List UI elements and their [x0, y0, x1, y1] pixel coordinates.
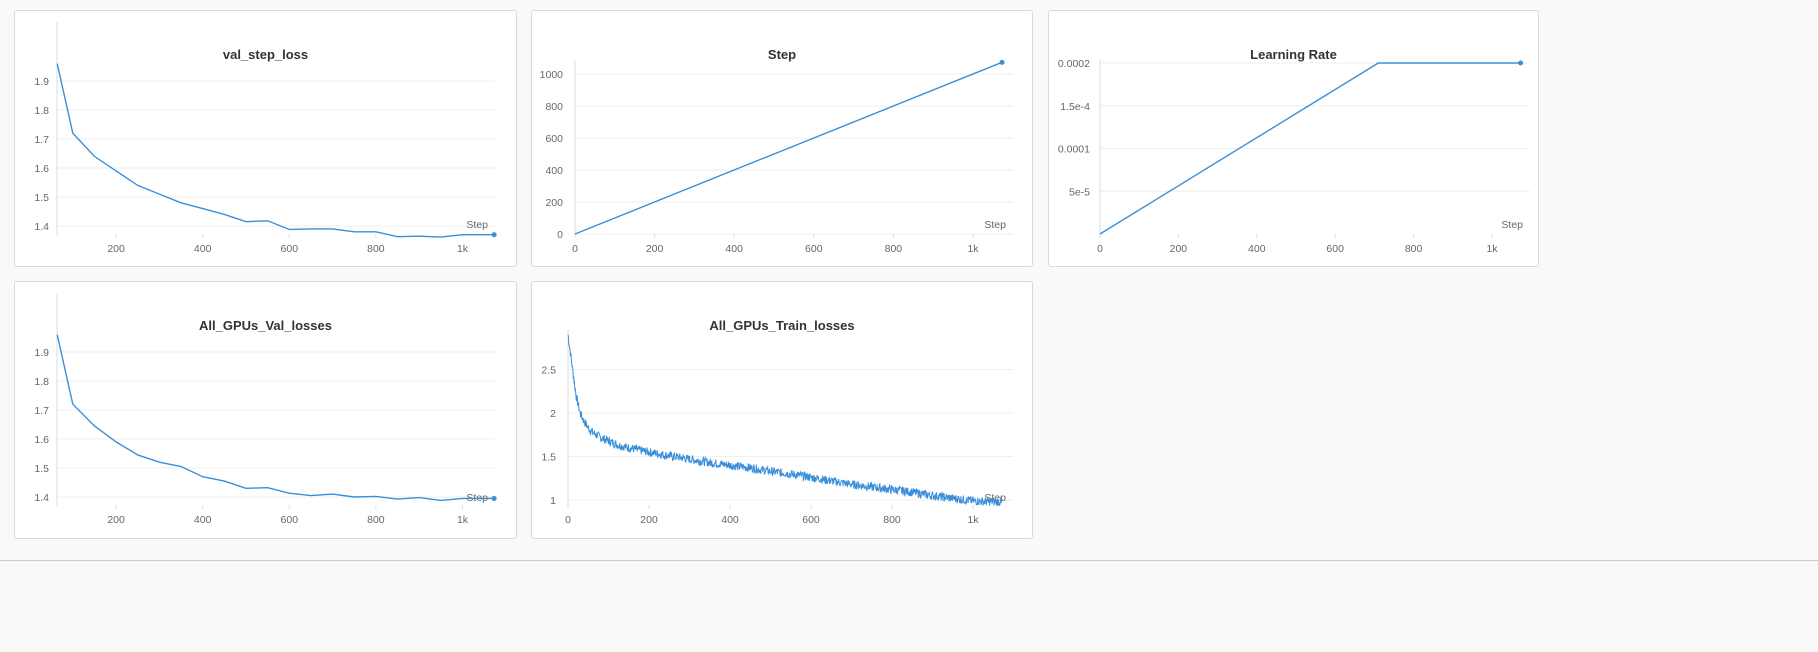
y-tick-label: 1 — [550, 495, 556, 507]
y-tick-label: 5e-5 — [1069, 186, 1090, 198]
data-point — [1518, 60, 1524, 66]
x-axis-label: Step — [984, 219, 1006, 231]
x-tick-label: 200 — [1170, 243, 1188, 255]
y-tick-label: 0 — [557, 229, 563, 241]
y-tick-label: 1.8 — [34, 105, 49, 117]
y-tick-label: 1.7 — [34, 405, 49, 417]
x-tick-label: 400 — [725, 243, 743, 255]
y-tick-label: 2 — [550, 408, 556, 420]
y-tick-label: 1.6 — [34, 163, 49, 175]
series-line — [567, 334, 1003, 507]
y-tick-label: 800 — [545, 101, 563, 113]
y-tick-label: 1000 — [540, 69, 564, 81]
x-tick-label: 400 — [194, 514, 212, 526]
x-axis-label: Step — [1501, 219, 1523, 231]
y-tick-label: 1.5 — [34, 463, 49, 475]
x-tick-label: 1k — [967, 514, 979, 526]
x-tick-label: 0 — [565, 514, 571, 526]
chart-title: Learning Rate — [1250, 47, 1337, 62]
chart-title: All_GPUs_Val_losses — [199, 318, 332, 333]
x-tick-label: 800 — [885, 243, 903, 255]
x-tick-label: 600 — [802, 514, 820, 526]
chart-title: val_step_loss — [222, 47, 309, 62]
x-tick-label: 1k — [457, 243, 469, 255]
y-tick-label: 1.7 — [34, 134, 49, 146]
series-line — [574, 61, 1003, 235]
y-tick-label: 1.9 — [34, 347, 49, 359]
x-tick-label: 400 — [194, 243, 212, 255]
data-point — [999, 59, 1005, 65]
y-tick-label: 1.5e-4 — [1060, 101, 1090, 113]
x-tick-label: 800 — [367, 514, 385, 526]
y-tick-label: 1.4 — [34, 221, 49, 233]
x-axis-label: Step — [466, 219, 488, 231]
y-tick-label: 0.0001 — [1058, 144, 1090, 156]
x-tick-label: 400 — [721, 514, 739, 526]
x-tick-label: 1k — [1486, 243, 1498, 255]
y-tick-label: 1.8 — [34, 376, 49, 388]
chart-0: 1.4 1.5 1.6 1.7 1.8 1.9 200 400 600 800 1k Step — [34, 22, 497, 255]
data-point — [491, 495, 497, 501]
x-tick-label: 800 — [1405, 243, 1423, 255]
y-tick-label: 200 — [545, 197, 563, 209]
x-tick-label: 1k — [967, 243, 979, 255]
chart-title: All_GPUs_Train_losses — [709, 318, 855, 333]
x-tick-label: 0 — [1097, 243, 1103, 255]
bottom-divider — [0, 560, 1818, 561]
y-tick-label: 600 — [545, 133, 563, 145]
x-tick-label: 800 — [367, 243, 385, 255]
x-tick-label: 200 — [107, 514, 125, 526]
chart-1: 0 200 400 600 800 1000 0 200 400 600 800 1k Step — [540, 59, 1013, 255]
x-tick-label: 1k — [457, 514, 469, 526]
x-tick-label: 600 — [1326, 243, 1344, 255]
x-tick-label: 600 — [805, 243, 823, 255]
x-tick-label: 200 — [640, 514, 658, 526]
panel-learning-rate: Learning Rate — [1048, 10, 1539, 267]
chart-2: 5e-5 0.0001 1.5e-4 0.0002 0 200 400 600 800 1kSte… — [1058, 58, 1530, 255]
x-tick-label: 200 — [646, 243, 664, 255]
chart-title: Step — [767, 47, 797, 62]
series-line — [56, 63, 495, 238]
data-point — [491, 232, 497, 238]
y-tick-label: 1.5 — [541, 452, 556, 464]
y-tick-label: 2.5 — [541, 365, 556, 377]
y-tick-label: 400 — [545, 165, 563, 177]
x-tick-label: 400 — [1248, 243, 1266, 255]
y-tick-label: 1.6 — [34, 434, 49, 446]
x-tick-label: 600 — [281, 243, 299, 255]
x-tick-label: 0 — [572, 243, 578, 255]
x-tick-label: 600 — [281, 514, 299, 526]
y-tick-label: 1.9 — [34, 76, 49, 88]
x-tick-label: 200 — [107, 243, 125, 255]
y-tick-label: 1.5 — [34, 192, 49, 204]
y-tick-label: 1.4 — [34, 492, 49, 504]
y-tick-label: 0.0002 — [1058, 58, 1090, 70]
series-line — [56, 334, 495, 502]
x-tick-label: 800 — [883, 514, 901, 526]
